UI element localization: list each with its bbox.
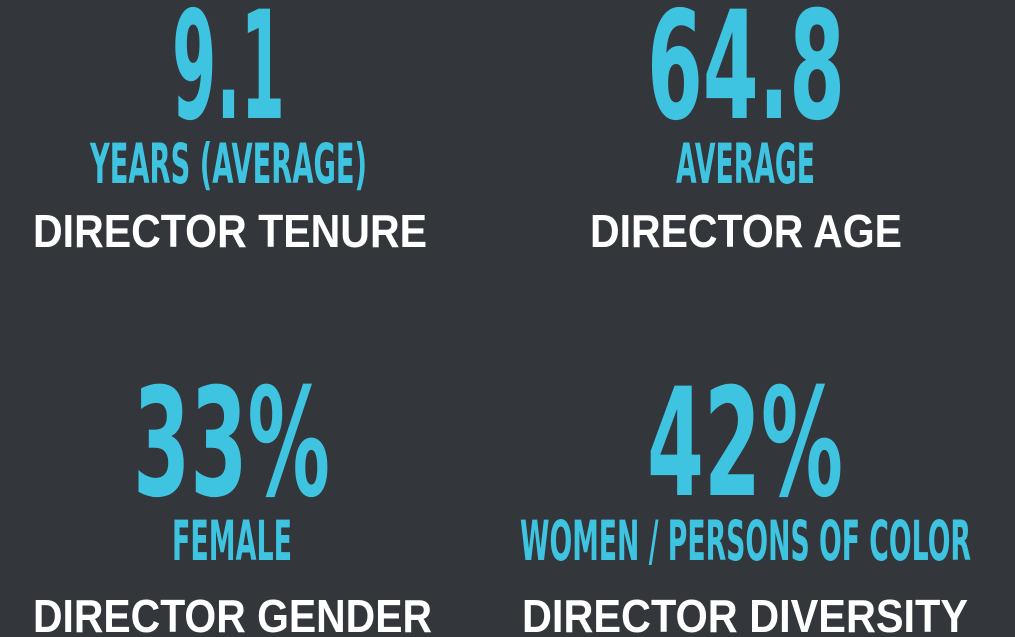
stat-value: 42% xyxy=(647,357,843,531)
stat-label: DIRECTOR AGE xyxy=(590,205,902,257)
stat-label: DIRECTOR GENDER xyxy=(33,590,432,637)
stat-unit: AVERAGE xyxy=(676,132,815,196)
stat-label: DIRECTOR DIVERSITY xyxy=(522,590,968,637)
stat-label: DIRECTOR TENURE xyxy=(33,205,427,257)
stat-value: 64.8 xyxy=(647,0,845,154)
stat-value: 9.1 xyxy=(172,0,285,154)
stat-unit: WOMEN / PERSONS OF COLOR xyxy=(520,509,971,573)
stat-unit: FEMALE xyxy=(172,509,292,573)
stat-unit: YEARS (AVERAGE) xyxy=(90,132,367,196)
stat-value: 33% xyxy=(133,357,330,531)
